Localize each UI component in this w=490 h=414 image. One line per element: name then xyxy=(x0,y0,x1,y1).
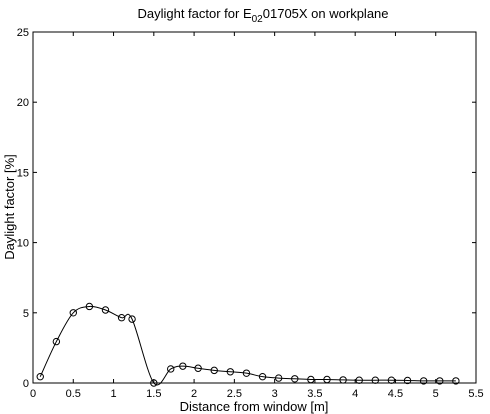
x-tick-label: 0.5 xyxy=(66,388,81,400)
data-point-marker xyxy=(307,375,315,384)
data-point-marker xyxy=(355,376,363,384)
x-tick-label: 2.5 xyxy=(227,388,242,400)
y-tick-label: 5 xyxy=(23,308,29,320)
data-point-marker xyxy=(85,302,94,311)
data-point-marker xyxy=(291,375,299,383)
plot-area xyxy=(32,31,477,384)
x-tick-label: 3.5 xyxy=(307,388,322,400)
data-point-marker xyxy=(339,376,347,384)
x-tick-label: 4 xyxy=(352,388,358,400)
y-axis-title: Daylight factor [%] xyxy=(2,154,17,260)
x-tick-label: 5.5 xyxy=(468,388,483,400)
data-point-marker xyxy=(258,372,267,381)
data-point-marker xyxy=(323,375,331,384)
data-point-marker xyxy=(150,379,158,387)
y-tick-label: 15 xyxy=(17,167,29,179)
y-tick-label: 10 xyxy=(17,238,29,250)
data-point-marker xyxy=(387,376,396,384)
data-point-marker xyxy=(419,377,428,385)
data-point-marker xyxy=(117,314,126,322)
data-point-marker xyxy=(194,364,202,372)
chart-title-subscript: 02 xyxy=(252,14,264,25)
data-point-marker xyxy=(226,368,235,376)
data-point-marker xyxy=(101,306,110,314)
y-tick-label: 25 xyxy=(17,27,29,39)
data-point-marker xyxy=(52,337,61,346)
data-point-marker xyxy=(128,315,136,323)
data-point-marker xyxy=(167,365,175,373)
data-point-marker xyxy=(69,309,77,317)
x-tick-label: 0 xyxy=(30,388,36,400)
axis-ticks: 0 0.5 1 1.5 2 2.5 3 3.5 4 4.5 5 5.5 0 5 10 15 20 25 xyxy=(17,27,484,400)
data-point-marker xyxy=(36,372,44,381)
x-tick-label: 5 xyxy=(433,388,439,400)
chart-title-suffix: 01705X on workplane xyxy=(263,6,389,21)
x-tick-label: 1 xyxy=(110,388,116,400)
x-tick-label: 2 xyxy=(191,388,197,400)
data-series xyxy=(36,302,460,387)
data-point-marker xyxy=(371,376,380,384)
x-axis-title: Distance from window [m] xyxy=(180,399,329,414)
data-point-marker xyxy=(436,377,444,385)
data-point-marker xyxy=(179,362,187,370)
y-tick-label: 20 xyxy=(17,97,29,109)
data-point-marker xyxy=(403,376,412,385)
data-point-marker xyxy=(210,366,218,375)
data-point-marker xyxy=(452,377,460,385)
chart-title: Daylight factor for E0201705X on workpla… xyxy=(137,6,388,25)
x-tick-label: 1.5 xyxy=(146,388,161,400)
x-tick-label: 3 xyxy=(272,388,278,400)
series-line xyxy=(39,305,456,386)
data-point-marker xyxy=(242,369,251,377)
chart-title-prefix: Daylight factor for E xyxy=(137,6,251,21)
y-tick-label: 0 xyxy=(23,378,29,390)
x-tick-label: 4.5 xyxy=(388,388,403,400)
data-point-marker xyxy=(274,374,283,382)
